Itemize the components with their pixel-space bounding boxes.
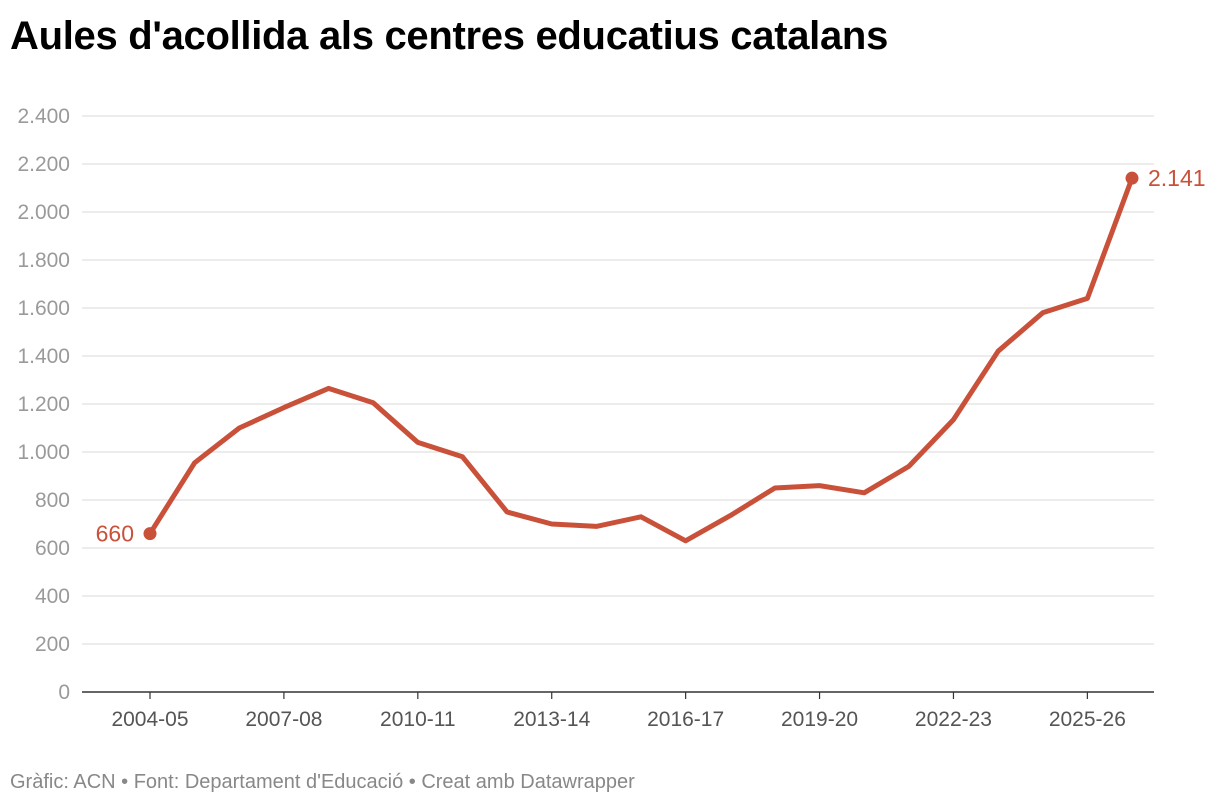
y-tick-label: 800 bbox=[35, 489, 70, 512]
y-tick-label: 2.000 bbox=[17, 201, 70, 224]
x-tick-label: 2016-17 bbox=[647, 708, 724, 731]
data-point bbox=[1125, 171, 1139, 185]
chart-footer: Gràfic: ACN • Font: Departament d'Educac… bbox=[10, 771, 635, 793]
y-tick-label: 0 bbox=[58, 681, 70, 704]
data-label: 660 bbox=[96, 521, 134, 547]
y-tick-label: 400 bbox=[35, 585, 70, 608]
y-tick-label: 1.600 bbox=[17, 297, 70, 320]
y-tick-label: 1.000 bbox=[17, 441, 70, 464]
y-axis-ticks: 0 200 400 600 800 1.000 1.200 1.400 1.600 1.800 2.… bbox=[17, 105, 70, 704]
x-tick-label: 2013-14 bbox=[513, 708, 590, 731]
gridlines bbox=[82, 115, 1154, 693]
y-tick-label: 600 bbox=[35, 537, 70, 560]
y-tick-label: 1.800 bbox=[17, 249, 70, 272]
y-tick-label: 2.200 bbox=[17, 153, 70, 176]
x-tick-label: 2022-23 bbox=[915, 708, 992, 731]
x-tick-label: 2007-08 bbox=[245, 708, 322, 731]
chart-title: Aules d'acollida als centres educatius c… bbox=[10, 14, 889, 58]
y-tick-label: 1.200 bbox=[17, 393, 70, 416]
y-tick-label: 2.400 bbox=[17, 105, 70, 128]
data-label: 2.141 bbox=[1148, 165, 1206, 191]
x-axis-ticks: 2004-05 2007-08 2010-11 2013-14 2016-17 2019-… bbox=[111, 692, 1126, 731]
data-labels: 660 2.141 bbox=[96, 165, 1206, 546]
x-tick-label: 2010-11 bbox=[380, 708, 456, 731]
series-layer bbox=[143, 171, 1139, 544]
x-tick-label: 2019-20 bbox=[781, 708, 858, 731]
series-line bbox=[147, 175, 1135, 544]
x-tick-label: 2025-26 bbox=[1049, 708, 1126, 731]
x-tick-label: 2004-05 bbox=[111, 708, 188, 731]
data-point bbox=[143, 527, 157, 541]
y-tick-label: 1.400 bbox=[17, 345, 70, 368]
y-tick-label: 200 bbox=[35, 633, 70, 656]
